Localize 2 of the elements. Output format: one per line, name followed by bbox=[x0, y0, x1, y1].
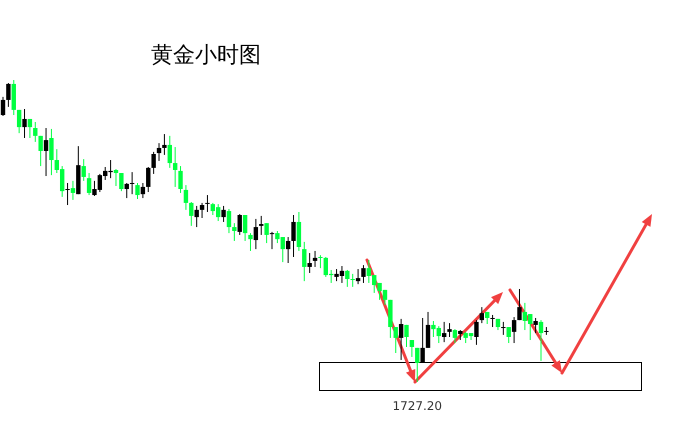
title: 黄金小时图 bbox=[151, 42, 261, 67]
annotation: 1727.20 bbox=[392, 399, 442, 413]
